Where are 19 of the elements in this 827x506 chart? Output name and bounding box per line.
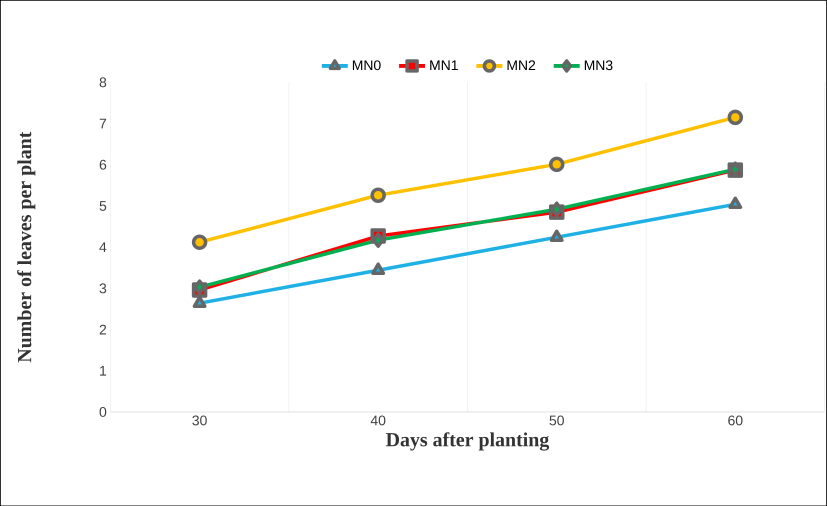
y-axis-title: Number of leaves per plant [17,132,36,362]
y-tick-label: 6 [100,160,106,170]
x-tick-label: 40 [370,415,386,426]
legend-label: MN2 [508,60,536,70]
y-tick-label: 8 [100,77,106,88]
y-tick-label: 2 [100,324,106,334]
y-tick-label: 5 [100,200,106,211]
x-tick-label: 60 [728,415,743,426]
x-axis-title: Days after planting [386,432,550,450]
x-tick-label: 30 [192,415,207,426]
legend-label: MN1 [430,60,458,70]
y-tick-label: 4 [99,242,106,252]
y-tick-label: 1 [100,366,106,376]
legend-label: MN0 [352,60,381,70]
x-tick-label: 50 [550,415,564,426]
legend-label: MN3 [584,60,612,70]
y-tick-label: 0 [100,406,106,417]
y-tick-label: 7 [100,118,106,128]
y-tick-label: 3 [100,283,106,294]
